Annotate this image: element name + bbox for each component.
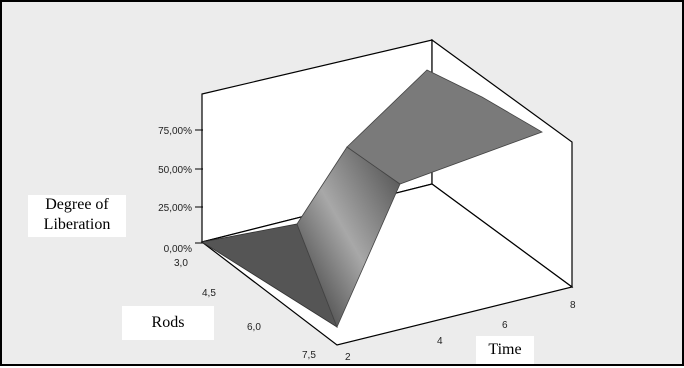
time-tick-label: 8	[570, 300, 576, 311]
time-axis-ticks: 2 4 6 8	[345, 300, 576, 363]
z-axis-label-line1: Degree of	[45, 196, 109, 213]
z-tick-label: 75,00%	[158, 126, 192, 137]
z-axis-label-line2: Liberation	[43, 216, 111, 233]
z-axis-ticks: 75,00% 50,00% 25,00% 0,00%	[158, 126, 203, 255]
surface	[200, 69, 543, 329]
rods-tick-label: 7,5	[302, 350, 316, 361]
time-tick-label: 6	[502, 320, 508, 331]
rods-tick-label: 3,0	[174, 258, 188, 269]
rods-tick-label: 6,0	[247, 322, 261, 333]
surface-patch-high	[346, 69, 543, 185]
rods-axis-label: Rods	[122, 306, 214, 340]
time-tick-label: 2	[345, 352, 351, 363]
time-axis-label: Time	[476, 336, 534, 364]
z-tick-label: 0,00%	[164, 244, 192, 255]
time-tick-label: 4	[437, 336, 443, 347]
z-tick-label: 25,00%	[158, 203, 192, 214]
rods-tick-label: 4,5	[202, 288, 216, 299]
z-axis-label: Degree of Liberation	[28, 195, 126, 237]
z-tick-label: 50,00%	[158, 165, 192, 176]
rods-axis-ticks: 3,0 4,5 6,0 7,5	[174, 258, 316, 361]
